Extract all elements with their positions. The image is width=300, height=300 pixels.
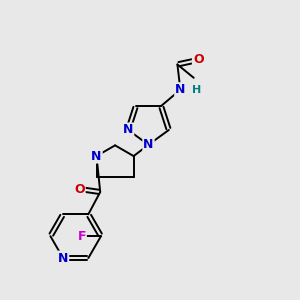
- Text: N: N: [143, 138, 154, 151]
- Text: N: N: [58, 252, 68, 265]
- Text: O: O: [74, 183, 85, 196]
- Text: O: O: [193, 53, 203, 67]
- Text: N: N: [92, 150, 102, 163]
- Text: F: F: [77, 230, 86, 243]
- Text: H: H: [192, 85, 201, 95]
- Text: N: N: [175, 83, 186, 96]
- Text: N: N: [123, 124, 133, 136]
